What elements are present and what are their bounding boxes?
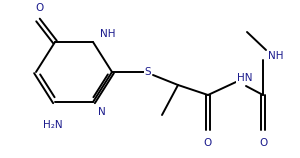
Text: NH: NH bbox=[100, 29, 116, 39]
Text: HN: HN bbox=[237, 73, 253, 83]
Text: O: O bbox=[259, 138, 267, 148]
Text: S: S bbox=[145, 67, 151, 77]
Text: H₂N: H₂N bbox=[43, 120, 63, 130]
Text: O: O bbox=[36, 3, 44, 13]
Text: N: N bbox=[98, 107, 106, 117]
Text: NH: NH bbox=[268, 51, 283, 61]
Text: O: O bbox=[204, 138, 212, 148]
